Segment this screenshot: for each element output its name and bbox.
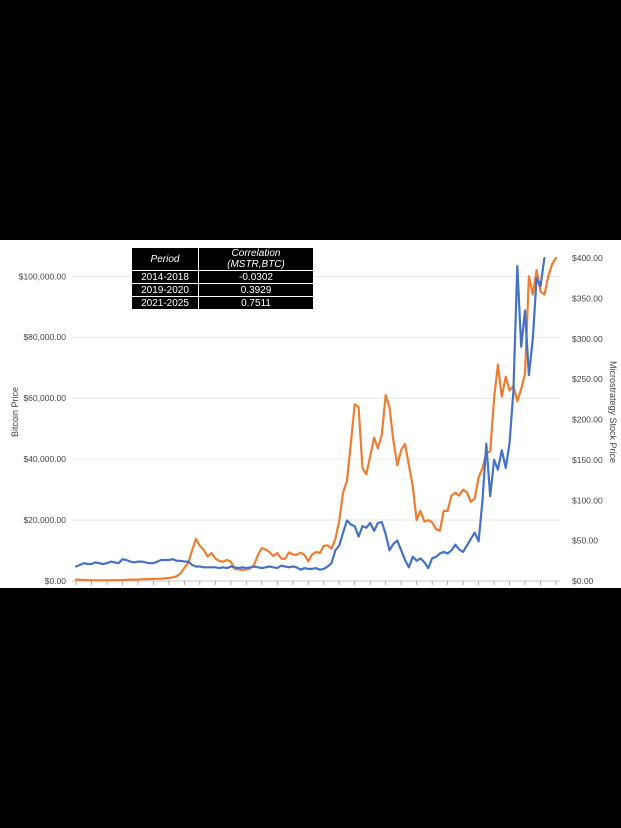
right-tick-label: $350.00 — [572, 293, 603, 303]
header-correlation: Correlation (MSTR,BTC) — [198, 247, 314, 271]
right-tick-label: $50.00 — [572, 536, 598, 546]
left-axis-title: Bitcoin Price — [10, 387, 20, 437]
left-tick-label: $20,000.00 — [23, 515, 66, 525]
right-axis-title: Microstrategy Stock Price — [608, 361, 618, 463]
right-tick-label: $0.00 — [572, 576, 594, 586]
x-axis-ticks — [75, 581, 557, 585]
period-cell: 2019-2020 — [131, 283, 199, 297]
right-tick-label: $250.00 — [572, 374, 603, 384]
left-tick-label: $0.00 — [45, 576, 67, 586]
right-axis-ticks: $0.00 $50.00 $100.00 $150.00 $200.00 $250.00 $… — [572, 253, 603, 586]
correlation-cell: 0.3929 — [198, 283, 314, 297]
period-cell: 2014-2018 — [131, 270, 199, 284]
header-period: Period — [131, 247, 199, 271]
left-tick-label: $80,000.00 — [23, 332, 66, 342]
left-tick-label: $100,000.00 — [19, 271, 67, 281]
table-header-row: Period Correlation (MSTR,BTC) — [131, 247, 314, 271]
right-tick-label: $200.00 — [572, 415, 603, 425]
right-tick-label: $400.00 — [572, 253, 603, 263]
table-row: 2021-2025 0.7511 — [131, 296, 314, 310]
correlation-table: Period Correlation (MSTR,BTC) 2014-2018 … — [131, 247, 314, 310]
period-cell: 2021-2025 — [131, 296, 199, 310]
correlation-cell: -0.0302 — [198, 270, 314, 284]
table-row: 2014-2018 -0.0302 — [131, 270, 314, 284]
gridlines — [72, 275, 560, 582]
bitcoin-price-line — [74, 256, 558, 582]
right-tick-label: $300.00 — [572, 334, 603, 344]
table-row: 2019-2020 0.3929 — [131, 283, 314, 297]
microstrategy-price-line — [74, 256, 546, 571]
correlation-cell: 0.7511 — [198, 296, 314, 310]
chart-panel: $0.00 $20,000.00 $40,000.00 $60,000.00 $80,0… — [0, 240, 621, 588]
right-tick-label: $150.00 — [572, 455, 603, 465]
left-tick-label: $40,000.00 — [23, 454, 66, 464]
right-tick-label: $100.00 — [572, 495, 603, 505]
series-layer — [74, 256, 558, 582]
left-tick-label: $60,000.00 — [23, 393, 66, 403]
left-axis-ticks: $0.00 $20,000.00 $40,000.00 $60,000.00 $80,0… — [19, 271, 67, 586]
